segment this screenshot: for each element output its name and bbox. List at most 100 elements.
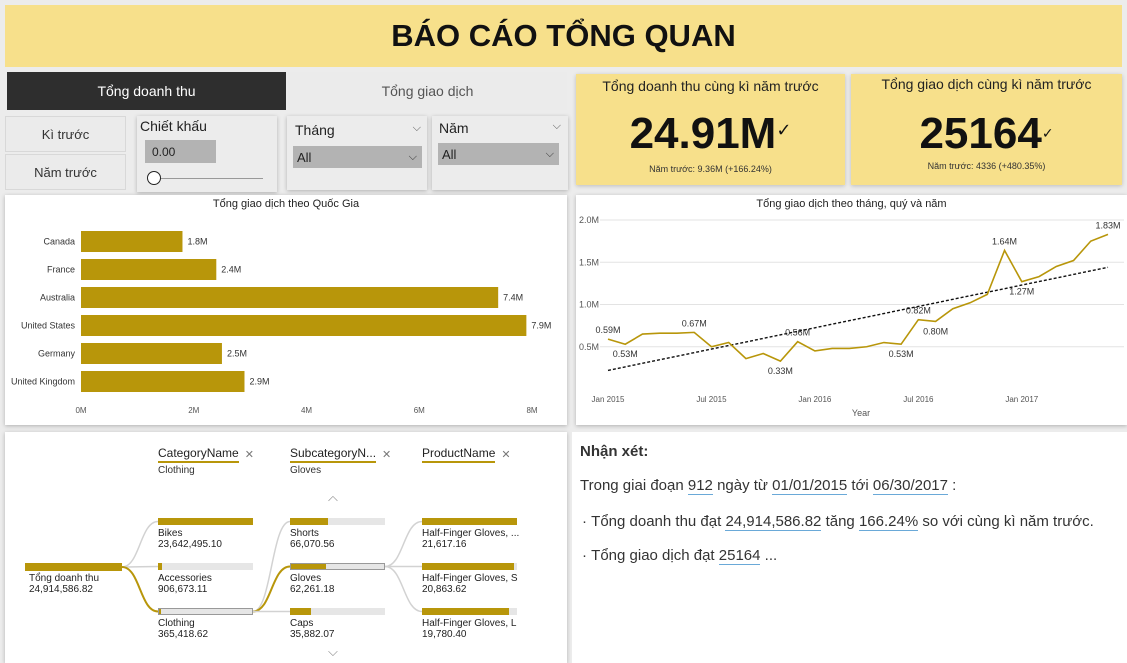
discount-label: Chiết khấu [140,118,207,134]
point-data-label: 0.80M [923,326,948,336]
bar-data-label: 2.4M [221,265,241,275]
country-bar-chart-card: Tổng giao dịch theo Quốc Gia Canada 1.8M F… [5,195,567,425]
tree-node-product-bar[interactable] [422,518,517,525]
month-label: Tháng [295,122,335,138]
country-bar-chart: Canada 1.8M France 2.4M Australia 7.4M United … [11,231,551,415]
kpi-revenue-sub: Năm trước: 9.36M (+166.24%) [649,164,772,174]
bar-data-label: 2.9M [249,377,269,387]
tree-node-category-bar[interactable] [158,608,253,615]
chevron-down-icon[interactable]: ⌵ [552,120,561,132]
year-slicer: Năm ⌵ All ⌵ [432,116,568,190]
point-data-label: 0.59M [595,325,620,335]
tree-header-subcategory-sub: Gloves [290,465,322,476]
tree-connector [384,565,423,613]
bar [81,259,217,280]
transactions-value: 25164 [718,547,761,565]
discount-slicer: Chiết khấu 0.00 [137,116,277,192]
kpi-transactions-value: 25164 [919,109,1042,158]
bar-data-label: 1.8M [187,237,207,247]
chevron-down-icon[interactable]: ⌵ [412,122,421,134]
prev-year-button[interactable]: Năm trước [5,154,126,190]
x-tick-label: 8M [526,406,537,415]
tree-node-product-bar[interactable] [422,563,517,570]
year-dropdown[interactable]: All ⌵ [438,143,559,165]
bar-category-label: United States [21,321,76,331]
days-value: 912 [687,477,713,495]
page-title: BÁO CÁO TỔNG QUAN [5,5,1122,67]
growth-value: 166.24% [858,513,919,531]
tree-node-subcategory-value: 66,070.56 [290,539,335,550]
tree-header-category[interactable]: CategoryName [158,446,239,463]
close-icon[interactable]: ✕ [244,449,254,461]
tree-header-product[interactable]: ProductName [422,446,496,463]
tree-node-subcategory-bar[interactable] [290,563,385,570]
x-tick-label: Jan 2015 [592,395,625,404]
tree-header-subcategory[interactable]: SubcategoryN... [290,446,377,463]
tree-node-category-bar[interactable] [158,518,253,525]
bar [81,371,245,392]
tree-node-subcategory-label: Gloves [290,573,322,584]
tree-node-product-value: 20,863.62 [422,584,467,595]
kpi-revenue-card: Tổng doanh thu cùng kì năm trước 24.91M✓… [576,74,845,185]
x-tick-label: 2M [188,406,199,415]
point-data-label: 0.53M [889,349,914,359]
scroll-up-icon[interactable]: ⌵ [328,493,338,508]
close-icon[interactable]: ✕ [382,449,392,461]
tree-node-product-label: Half-Finger Gloves, ... [422,528,520,539]
y-tick-label: 2.0M [579,215,599,225]
tree-node-category-label: Clothing [158,618,195,629]
bar [81,231,183,252]
tree-node-product-bar-fill [422,563,515,570]
x-tick-label: 6M [414,406,425,415]
bar-category-label: France [47,265,75,275]
tree-node-subcategory-bar[interactable] [290,608,385,615]
x-axis-label: Year [852,408,870,418]
month-slicer: Tháng ⌵ All ⌵ [287,116,427,190]
tree-node-category-bar-fill [159,609,161,614]
prev-period-button[interactable]: Kì trước [5,116,126,152]
tree-node-category-bar[interactable] [158,563,253,570]
tree-root-bar[interactable] [25,563,122,571]
tab-revenue[interactable]: Tổng doanh thu [7,72,286,110]
discount-slider-track[interactable] [151,178,263,179]
check-icon: ✓ [1041,125,1054,141]
y-tick-label: 0.5M [579,342,599,352]
month-dropdown[interactable]: All ⌵ [293,146,422,168]
tree-node-subcategory-value: 62,261.18 [290,584,335,595]
tree-node-category-value: 23,642,495.10 [158,539,222,550]
kpi-revenue-title: Tổng doanh thu cùng kì năm trước [602,78,819,94]
tree-node-category-bar-fill [158,563,162,570]
tree-connector [121,566,159,613]
bar-chart-title: Tổng giao dịch theo Quốc Gia [212,198,360,210]
tree-node-category-label: Accessories [158,573,212,584]
tree-node-product-bar[interactable] [422,608,517,615]
scroll-down-icon[interactable]: ⌵ [328,644,338,659]
tree-node-product-value: 19,780.40 [422,629,467,640]
kpi-transactions-title: Tổng giao dịch cùng kì năm trước [881,76,1092,92]
bar [81,315,527,336]
year-label: Năm [439,120,469,136]
tree-node-subcategory-bar[interactable] [290,518,385,525]
tab-transactions[interactable]: Tổng giao dịch [288,72,567,110]
bar-category-label: United Kingdom [11,377,75,387]
decomposition-tree-card: CategoryName ✕ Clothing SubcategoryN... … [5,432,567,663]
line-chart-title: Tổng giao dịch theo tháng, quý và năm [756,198,947,210]
bar [81,343,222,364]
tree-connector [121,520,159,568]
start-date: 01/01/2015 [772,477,848,495]
tree-node-subcategory-value: 35,882.07 [290,629,335,640]
chevron-down-icon: ⌵ [545,147,554,160]
trend-line [607,266,1109,372]
bar-category-label: Canada [43,237,75,247]
y-tick-label: 1.5M [579,257,599,267]
bar [81,287,499,308]
x-tick-label: 4M [301,406,312,415]
discount-slider-handle[interactable] [147,171,161,185]
point-data-label: 1.27M [1009,287,1034,297]
x-tick-label: Jul 2015 [696,395,727,404]
discount-input[interactable]: 0.00 [145,140,216,163]
tree-connectors [121,520,423,613]
tree-node-product-value: 21,617.16 [422,539,467,550]
point-data-label: 1.83M [1095,220,1120,230]
close-icon[interactable]: ✕ [501,449,511,461]
